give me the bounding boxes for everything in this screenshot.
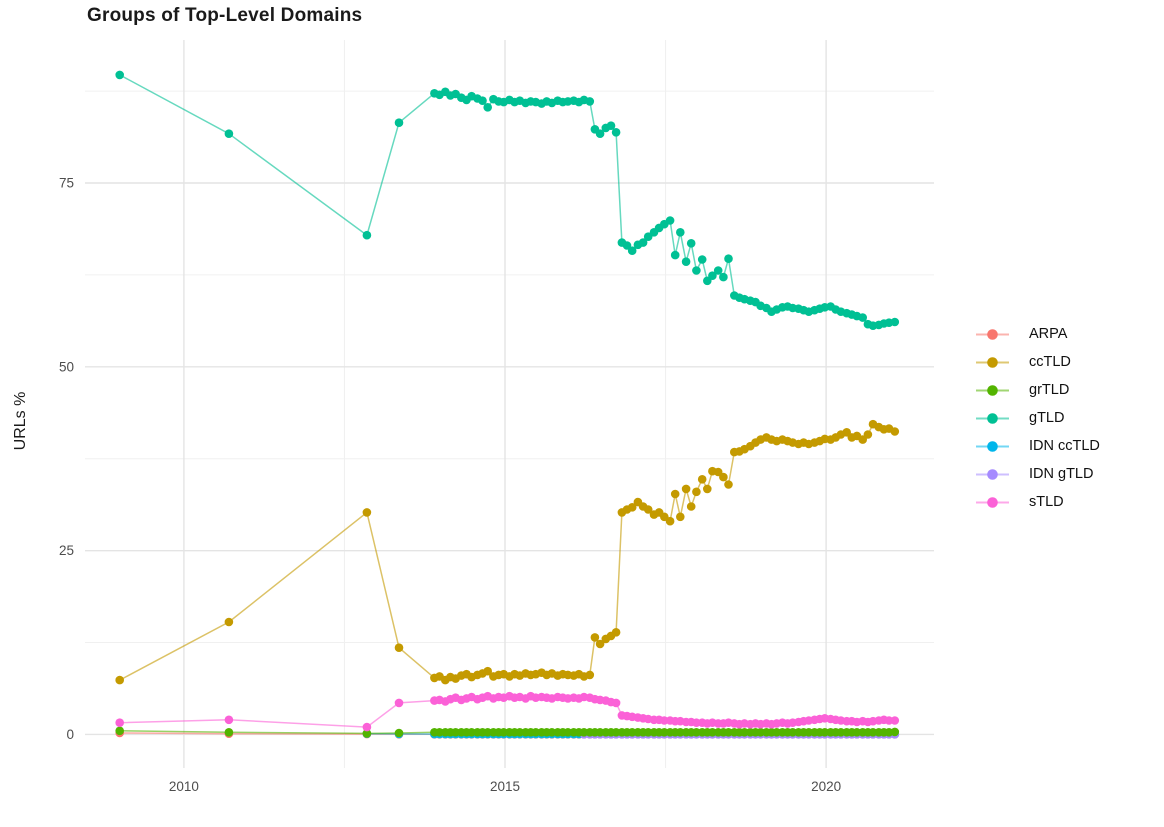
data-point [638, 238, 648, 247]
series-gtld [115, 70, 900, 331]
data-point [692, 266, 701, 275]
data-point [611, 128, 621, 137]
data-point [681, 484, 691, 494]
legend-label: grTLD [1029, 382, 1070, 398]
data-point [595, 639, 605, 649]
data-point [697, 255, 707, 264]
data-point [115, 726, 124, 736]
x-tick-label: 2020 [811, 779, 841, 794]
legend-label: gTLD [1029, 410, 1065, 426]
data-point [643, 505, 653, 514]
legend-label: sTLD [1029, 494, 1064, 510]
legend-label: IDN gTLD [1029, 466, 1094, 482]
data-point [724, 254, 733, 263]
legend-label: ccTLD [1029, 354, 1071, 370]
data-point [483, 666, 493, 676]
data-point [890, 427, 900, 436]
series-line [119, 423, 896, 681]
data-point [224, 715, 234, 725]
legend: ARPA ccTLD grTLD gTLD IDN ccTLD IDN gTLD sTLD [976, 320, 1100, 516]
data-point [611, 628, 621, 637]
legend-item-grtld: grTLD [976, 376, 1100, 404]
data-point [670, 489, 680, 499]
chart-title: Groups of Top-Level Domains [87, 5, 363, 26]
data-point [713, 266, 723, 275]
data-point [890, 716, 900, 725]
data-point [665, 216, 675, 225]
data-point [606, 121, 616, 130]
legend-item-cctld: ccTLD [976, 348, 1100, 376]
data-point [362, 729, 372, 738]
data-point [483, 103, 493, 112]
x-tick-label: 2010 [169, 779, 199, 794]
data-point [585, 670, 595, 680]
y-tick-label: 25 [59, 543, 74, 558]
data-point [670, 250, 680, 260]
data-point [478, 96, 487, 105]
legend-label: ARPA [1029, 326, 1068, 342]
data-point [585, 97, 595, 106]
legend-key-icon [976, 468, 1009, 480]
data-point [627, 246, 637, 255]
series-line [119, 74, 895, 327]
legend-label: IDN ccTLD [1029, 438, 1100, 454]
data-point [394, 118, 404, 127]
legend-item-arpa: ARPA [976, 320, 1100, 348]
data-point [686, 502, 696, 511]
data-point [724, 480, 733, 489]
data-point [665, 516, 675, 526]
legend-item-idn-cctld: IDN ccTLD [976, 432, 1100, 460]
legend-key-icon [976, 384, 1009, 396]
legend-key-icon [976, 412, 1009, 424]
data-point [115, 675, 124, 685]
y-tick-label: 50 [59, 359, 74, 374]
legend-key-icon [976, 356, 1009, 368]
data-point [676, 228, 685, 237]
legend-key-icon [976, 440, 1009, 452]
data-point [611, 698, 621, 708]
x-tick-label: 2015 [490, 779, 520, 794]
y-tick-label: 0 [66, 727, 74, 742]
data-point [394, 728, 404, 738]
data-point [681, 257, 691, 267]
series-stld [115, 691, 900, 732]
data-point [622, 241, 632, 250]
legend-item-idn-gtld: IDN gTLD [976, 460, 1100, 488]
data-point [362, 722, 372, 732]
data-point [224, 617, 234, 627]
data-point [697, 475, 707, 484]
data-point [708, 271, 717, 281]
data-point [627, 503, 637, 512]
data-point [858, 313, 867, 322]
data-point [394, 643, 404, 652]
legend-item-gtld: gTLD [976, 404, 1100, 432]
y-axis-title: URLs % [12, 391, 29, 451]
data-point [890, 317, 900, 327]
legend-item-stld: sTLD [976, 488, 1100, 516]
legend-key-icon [976, 328, 1009, 340]
legend-key-icon [976, 496, 1009, 508]
series-cctld [115, 419, 900, 685]
data-point [686, 239, 696, 248]
data-point [676, 512, 685, 522]
data-point [863, 430, 873, 439]
data-point [719, 472, 728, 482]
data-point [115, 70, 124, 80]
data-point [362, 230, 372, 240]
data-point [719, 272, 728, 282]
data-point [224, 129, 234, 138]
y-tick-label: 75 [59, 176, 74, 191]
data-point [595, 129, 605, 138]
data-point [115, 718, 124, 727]
data-point [362, 508, 372, 517]
data-point [692, 487, 701, 497]
data-point [394, 698, 404, 708]
data-point [590, 633, 600, 642]
data-point [224, 728, 234, 737]
data-point [703, 484, 712, 494]
data-point [890, 727, 900, 737]
series-grtld [115, 726, 900, 738]
